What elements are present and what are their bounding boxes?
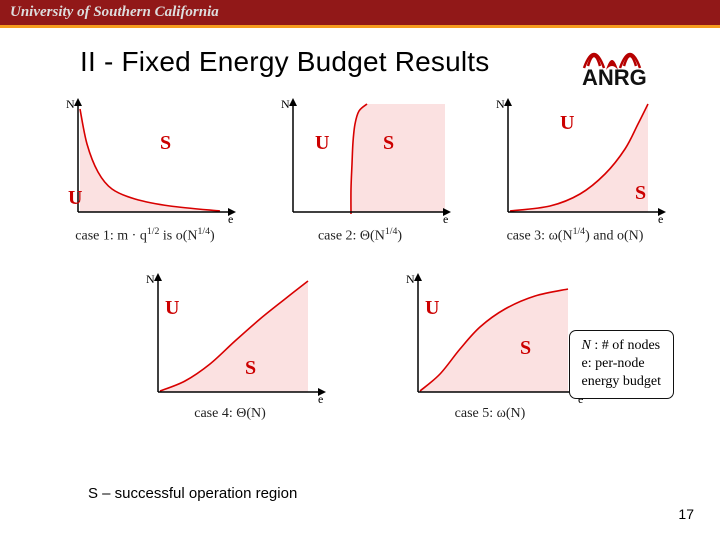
caption-case3: case 3: ω(N1/4) and o(N): [507, 226, 644, 245]
chart-box-case2: N e S U case 2: Θ(N1/4): [265, 94, 455, 245]
svg-text:N: N: [496, 97, 505, 111]
svg-text:U: U: [425, 297, 439, 319]
svg-text:e: e: [658, 212, 663, 224]
footnote: S – successful operation region: [88, 485, 297, 502]
svg-text:U: U: [560, 112, 574, 134]
legend-N: N: [582, 338, 591, 353]
legend-box: N : # of nodes e: per-node energy budget: [569, 330, 674, 399]
svg-text:N: N: [406, 272, 415, 286]
svg-text:ANRG: ANRG: [582, 65, 647, 88]
caption-case4: case 4: Θ(N): [194, 406, 266, 422]
chart-box-case5: N e S U case 5: ω(N): [390, 269, 590, 422]
svg-text:S: S: [383, 132, 394, 154]
chart-case4: N e S U: [130, 269, 330, 404]
svg-text:U: U: [315, 132, 329, 154]
chart-box-case1: N e S U case 1: m · q1/2 is o(N1/4): [50, 94, 240, 245]
svg-text:e: e: [443, 212, 448, 224]
svg-text:N: N: [281, 97, 290, 111]
svg-text:U: U: [68, 187, 82, 209]
caption-case5: case 5: ω(N): [455, 406, 526, 422]
chart-case2: N e S U: [265, 94, 455, 224]
chart-case1: N e S U: [50, 94, 240, 224]
legend-line3: energy budget: [582, 373, 661, 391]
caption-case1: case 1: m · q1/2 is o(N1/4): [75, 226, 214, 245]
svg-text:S: S: [635, 182, 646, 204]
chart-case5: N e S U: [390, 269, 590, 404]
svg-text:N: N: [146, 272, 155, 286]
usc-header: University of Southern California: [0, 0, 720, 28]
svg-text:N: N: [66, 97, 75, 111]
legend-line1b: : # of nodes: [591, 338, 660, 353]
page-number: 17: [678, 506, 694, 522]
page-title: II - Fixed Energy Budget Results: [80, 46, 489, 78]
top-charts-row: N e S U case 1: m · q1/2 is o(N1/4) N e …: [0, 94, 720, 245]
caption-case2: case 2: Θ(N1/4): [318, 226, 402, 245]
anrg-logo: ANRG: [570, 36, 690, 88]
chart-box-case3: N e S U case 3: ω(N1/4) and o(N): [480, 94, 670, 245]
anrg-logo-svg: ANRG: [570, 36, 690, 88]
svg-text:e: e: [228, 212, 233, 224]
svg-text:U: U: [165, 297, 179, 319]
svg-text:S: S: [520, 337, 531, 359]
svg-text:S: S: [160, 132, 171, 154]
svg-text:S: S: [245, 357, 256, 379]
chart-box-case4: N e S U case 4: Θ(N): [130, 269, 330, 422]
svg-text:e: e: [318, 392, 323, 404]
legend-line2: e: per-node: [582, 355, 661, 373]
chart-case3: N e S U: [480, 94, 670, 224]
